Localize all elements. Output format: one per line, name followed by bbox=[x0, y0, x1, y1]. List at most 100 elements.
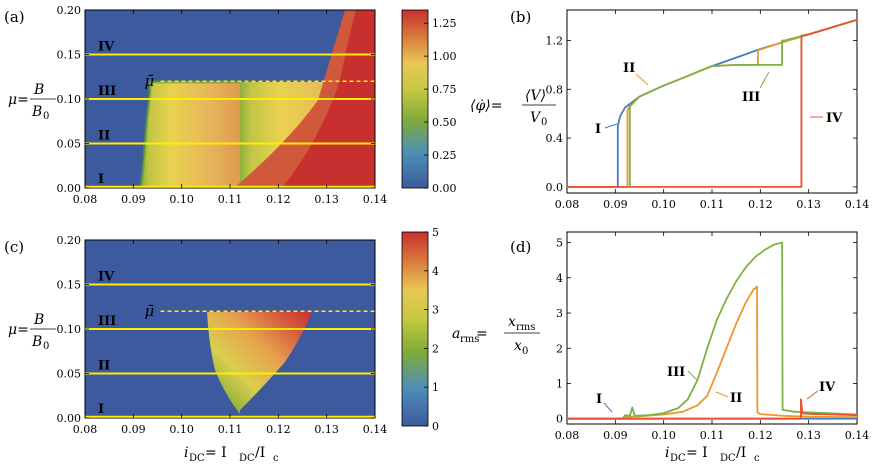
ylabel-a-den-sub: 0 bbox=[43, 111, 49, 122]
xtick-label-b-5: 0.13 bbox=[796, 198, 821, 211]
series-b-II bbox=[567, 18, 858, 188]
ylabel-d-den-sub: 0 bbox=[522, 346, 528, 357]
xlabel-d-i: i bbox=[665, 445, 669, 461]
ylabel-c-den: B bbox=[31, 334, 42, 350]
xlabel-d-eq: = I bbox=[686, 445, 708, 461]
ylabel-b-lhs: ⟨φ̇⟩= bbox=[470, 98, 502, 114]
ytick-label-a-3: 0.15 bbox=[57, 49, 82, 62]
ytick-label-d-0: 0 bbox=[556, 413, 563, 426]
ylabel-b-den-sub: 0 bbox=[541, 117, 547, 128]
cbtick-label-a-3: 0.75 bbox=[432, 83, 457, 96]
ytick-label-b-2: 0.8 bbox=[546, 83, 564, 96]
line-label-c-III: III bbox=[98, 314, 116, 329]
ytick-label-c-1: 0.05 bbox=[57, 368, 82, 381]
cbtick-label-c-0: 0 bbox=[432, 420, 439, 433]
ytick-label-d-4: 4 bbox=[556, 272, 563, 285]
ytick-label-a-4: 0.20 bbox=[57, 4, 82, 17]
plot-frame-d bbox=[566, 231, 858, 425]
cbtick-label-c-5: 5 bbox=[432, 226, 439, 239]
panel-label-b: (b) bbox=[510, 8, 531, 26]
ytick-label-c-3: 0.15 bbox=[57, 279, 82, 292]
xtick-label-d-0: 0.08 bbox=[555, 429, 580, 442]
arrow-b-III bbox=[759, 71, 770, 89]
ylabel-a: μ= B B 0 bbox=[8, 82, 56, 122]
cbtick-label-a-2: 0.50 bbox=[432, 116, 457, 129]
xlabel-c-eq: = I bbox=[205, 445, 227, 461]
ylabel-c-num: B bbox=[33, 312, 44, 328]
arrow-d-I bbox=[603, 402, 613, 413]
colorbar-a bbox=[401, 9, 429, 189]
xlabel-c: i DC = I DC /I c bbox=[184, 445, 279, 464]
xlabel-d-sub3: c bbox=[754, 453, 760, 464]
ylabel-d: a rms = x rms x 0 bbox=[452, 314, 540, 357]
xtick-label-c-2: 0.10 bbox=[169, 423, 194, 436]
panel-d: 0.08 0.09 0.10 0.11 0.12 0.13 0.14 0 1 2 3 4 5 a rms… bbox=[452, 231, 869, 464]
line-label-a-I: I bbox=[98, 172, 104, 187]
ticks-d: 0.08 0.09 0.10 0.11 0.12 0.13 0.14 0 1 2 3 4 5 bbox=[555, 232, 869, 442]
ticks-c: 0.08 0.09 0.10 0.11 0.12 0.13 0.14 0.00 0.05 0.10… bbox=[57, 234, 388, 436]
series-b-III bbox=[567, 18, 858, 188]
ylabel-d-lhs-sub: rms bbox=[460, 334, 479, 345]
ytick-label-b-1: 0.4 bbox=[546, 132, 564, 145]
ylabel-b: ⟨φ̇⟩= ⟨V⟩ V 0 bbox=[470, 88, 556, 128]
ytick-label-a-2: 0.10 bbox=[57, 93, 82, 106]
ytick-label-d-3: 3 bbox=[556, 307, 563, 320]
xtick-label-c-0: 0.08 bbox=[73, 423, 98, 436]
xtick-label-d-5: 0.13 bbox=[796, 429, 821, 442]
xtick-label-b-3: 0.11 bbox=[700, 198, 725, 211]
annotations-d: I III II IV bbox=[596, 365, 836, 413]
ytick-label-d-5: 5 bbox=[556, 237, 563, 250]
arrow-b-II bbox=[635, 73, 649, 86]
xtick-label-b-0: 0.08 bbox=[555, 198, 580, 211]
cbtick-label-a-0: 0.00 bbox=[432, 182, 457, 195]
xtick-label-d-3: 0.11 bbox=[700, 429, 725, 442]
arrow-d-IV bbox=[806, 390, 819, 400]
xlabel-c-sub3: c bbox=[273, 453, 279, 464]
xlabel-d-sub: DC bbox=[670, 453, 686, 464]
ytick-label-a-1: 0.05 bbox=[57, 138, 82, 151]
ytick-label-b-3: 1.2 bbox=[546, 35, 564, 48]
panel-label-d: (d) bbox=[510, 238, 531, 256]
label-b-II: II bbox=[623, 61, 635, 76]
ytick-label-c-4: 0.20 bbox=[57, 234, 82, 247]
label-d-I: I bbox=[596, 392, 602, 407]
xtick-label-d-1: 0.09 bbox=[603, 429, 628, 442]
ylabel-b-num: ⟨V⟩ bbox=[525, 88, 546, 104]
panel-label-a: (a) bbox=[4, 8, 25, 26]
series-d-II bbox=[567, 285, 857, 420]
ylabel-d-lhs: a bbox=[452, 326, 460, 342]
heatmap-a-running-region bbox=[141, 82, 240, 188]
label-b-I: I bbox=[595, 122, 601, 137]
heatmap-c-active-region bbox=[207, 312, 312, 414]
ytick-label-c-2: 0.10 bbox=[57, 323, 82, 336]
xtick-label-a-3: 0.11 bbox=[218, 193, 243, 206]
xtick-label-c-1: 0.09 bbox=[121, 423, 146, 436]
ylabel-d-num: x bbox=[508, 314, 516, 330]
colorbar-ticks-c: 0 1 2 3 4 5 bbox=[424, 226, 439, 433]
panel-label-c: (c) bbox=[4, 238, 24, 256]
line-label-c-II: II bbox=[98, 359, 110, 374]
xtick-label-c-6: 0.14 bbox=[363, 423, 388, 436]
ytick-label-d-1: 1 bbox=[556, 377, 563, 390]
xtick-label-d-4: 0.12 bbox=[748, 429, 773, 442]
xlabel-d-over: /I bbox=[736, 445, 746, 461]
series-b-IV bbox=[567, 18, 858, 188]
ylabel-d-num-sub: rms bbox=[516, 322, 535, 333]
xtick-label-b-1: 0.09 bbox=[603, 198, 628, 211]
ylabel-c: μ= B B 0 bbox=[8, 312, 56, 352]
series-d-III bbox=[567, 241, 858, 420]
ylabel-c-lhs: μ= bbox=[8, 322, 29, 338]
colorbar-ticks-a: 0.00 0.25 0.50 0.75 1.00 1.25 bbox=[424, 17, 457, 195]
cbtick-label-a-1: 0.25 bbox=[432, 149, 457, 162]
xlabel-c-i: i bbox=[184, 445, 188, 461]
line-label-a-III: III bbox=[98, 84, 116, 99]
ytick-label-b-0: 0.0 bbox=[546, 181, 564, 194]
line-label-a-IV: IV bbox=[98, 40, 115, 55]
xtick-label-a-2: 0.10 bbox=[169, 193, 194, 206]
cbtick-label-c-3: 3 bbox=[432, 304, 439, 317]
xtick-label-a-0: 0.08 bbox=[73, 193, 98, 206]
mu-bar-label-a: μ̄ bbox=[145, 72, 155, 90]
